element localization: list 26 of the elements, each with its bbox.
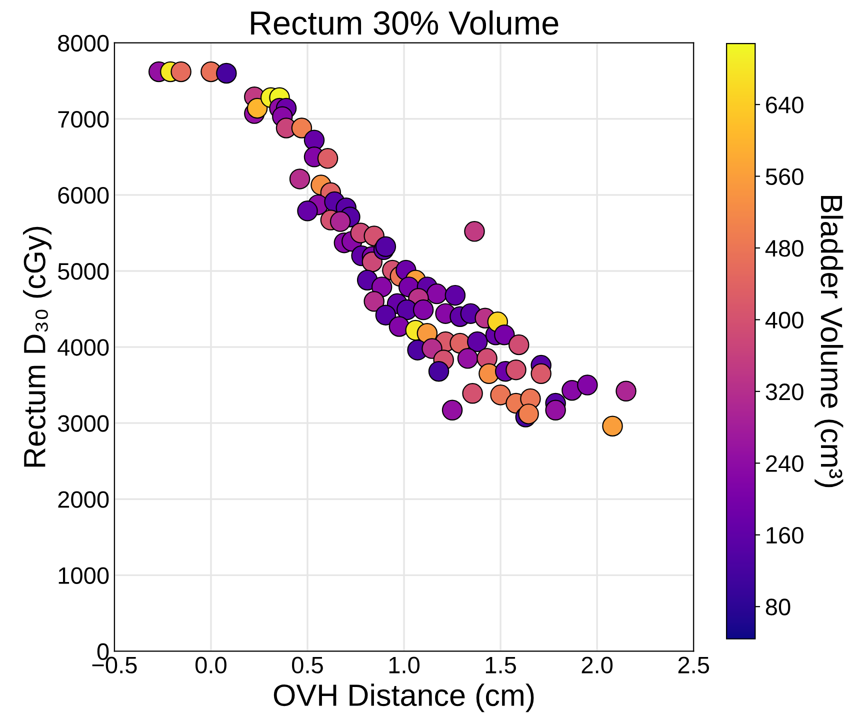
- x-tick-label: 2.5: [678, 656, 710, 674]
- color-bar-label: 640: [766, 96, 804, 114]
- y-tick-label: 6000: [58, 187, 109, 204]
- color-bar-label: 480: [765, 240, 804, 257]
- x-tick-label: 1.0: [389, 656, 420, 674]
- y-tick-label: 2000: [58, 491, 109, 508]
- y-tick-label: 3000: [58, 415, 109, 432]
- color-bar-label: 160: [766, 526, 804, 544]
- y-tick-label: 5000: [58, 263, 109, 280]
- y-axis-title: Rectum D₃₀ (cGy): [23, 226, 52, 467]
- y-tick-label: 7000: [58, 110, 109, 128]
- x-tick-label: 1.5: [486, 656, 516, 674]
- y-tick-label: 8000: [58, 34, 109, 52]
- color-bar-label: 400: [765, 312, 804, 328]
- x-tick-label: 2.0: [582, 656, 613, 674]
- color-bar-label: 320: [766, 383, 804, 400]
- chart-title: Rectum 30% Volume: [251, 10, 558, 35]
- color-bar-label: 240: [766, 455, 804, 472]
- x-tick-label: 0.0: [195, 656, 226, 674]
- color-bar-label: 560: [766, 168, 804, 186]
- color-bar-title: Bladder Volume (cm³): [814, 196, 844, 488]
- color-bar-label: 80: [766, 598, 790, 616]
- x-tick-label: 0.5: [292, 656, 323, 674]
- y-tick-label: 1000: [58, 567, 109, 584]
- x-axis-title: OVH Distance (cm): [274, 684, 534, 712]
- y-tick-label: 4000: [58, 339, 109, 356]
